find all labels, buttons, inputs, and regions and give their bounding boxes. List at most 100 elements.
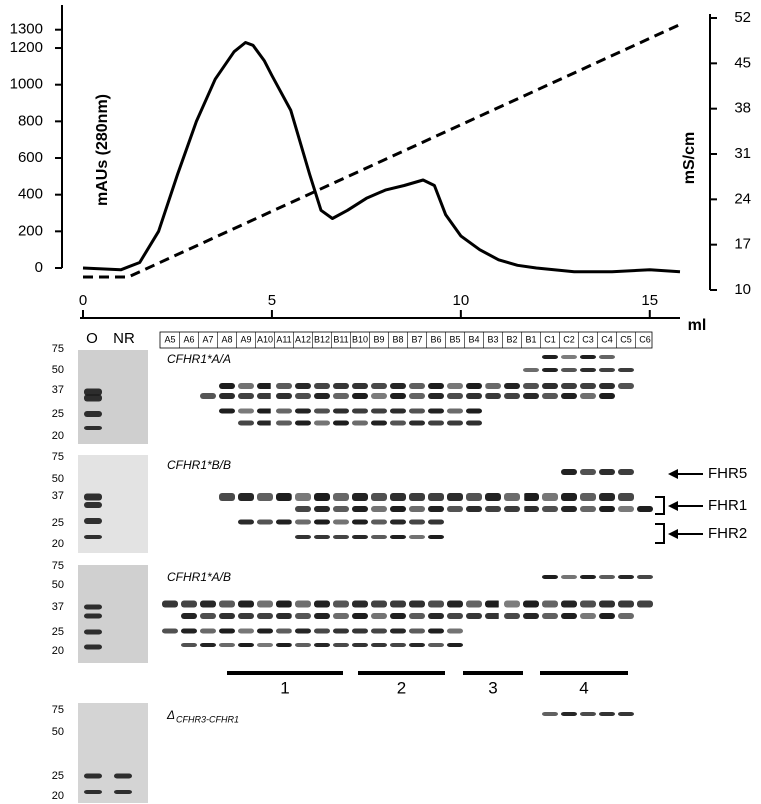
band <box>599 506 615 512</box>
band <box>561 575 577 579</box>
band <box>314 535 330 539</box>
band <box>162 600 178 608</box>
band <box>314 420 330 426</box>
band <box>447 393 463 399</box>
band <box>428 506 444 512</box>
band <box>428 393 444 399</box>
absorbance-line <box>82 41 681 274</box>
band <box>314 600 330 608</box>
band <box>219 613 235 619</box>
band <box>238 613 254 619</box>
band <box>371 643 387 647</box>
band <box>637 575 653 579</box>
band <box>295 493 311 501</box>
band <box>276 383 292 389</box>
x-tick-label: 5 <box>268 292 276 309</box>
y-tick-label: 1200 <box>10 39 43 56</box>
band <box>618 469 634 475</box>
mw-marker: 50 <box>52 726 64 738</box>
band <box>409 506 425 512</box>
band <box>618 712 634 716</box>
lane-label: A11 <box>276 334 291 344</box>
band <box>257 493 273 501</box>
band <box>561 393 577 399</box>
band <box>200 643 216 647</box>
band <box>371 393 387 399</box>
band <box>295 535 311 539</box>
mw-marker: 75 <box>52 704 64 716</box>
band <box>428 535 444 539</box>
band <box>84 773 102 779</box>
band <box>371 519 387 525</box>
band <box>561 469 577 475</box>
band <box>390 420 406 426</box>
mw-marker: 75 <box>52 451 64 463</box>
band <box>238 393 254 399</box>
band <box>352 628 368 634</box>
band <box>542 600 558 608</box>
band <box>276 613 292 619</box>
band <box>580 383 596 389</box>
band <box>238 408 254 414</box>
band <box>523 613 539 619</box>
lane-label: B4 <box>468 334 479 344</box>
lane-label: A8 <box>221 334 232 344</box>
band <box>257 383 273 389</box>
mw-marker: 20 <box>52 538 64 550</box>
lane-label: A10 <box>257 334 273 344</box>
band <box>561 355 577 359</box>
y2-tick-label: 52 <box>734 9 751 26</box>
band <box>84 644 102 650</box>
band <box>409 393 425 399</box>
band <box>371 383 387 389</box>
band <box>580 613 596 619</box>
band <box>485 383 501 389</box>
y-axis-label: mAUs (280nm) <box>94 94 111 206</box>
lane-label: C6 <box>639 334 651 344</box>
band <box>561 383 577 389</box>
band <box>409 600 425 608</box>
band <box>257 613 273 619</box>
band <box>428 643 444 647</box>
band <box>84 394 102 402</box>
panel-title: CFHR1*A/A <box>167 352 231 366</box>
band <box>200 393 216 399</box>
band <box>352 535 368 539</box>
band <box>561 600 577 608</box>
band <box>466 493 482 501</box>
lane-label: B7 <box>411 334 422 344</box>
band <box>390 628 406 634</box>
panel-title: CFHR1*B/B <box>167 458 231 472</box>
band <box>314 383 330 389</box>
x-tick-label: 0 <box>79 292 87 309</box>
lane-label: B2 <box>506 334 517 344</box>
band <box>352 613 368 619</box>
band <box>618 613 634 619</box>
band <box>561 493 577 501</box>
lane-label: C3 <box>582 334 594 344</box>
mw-marker: 25 <box>52 770 64 782</box>
lane-label: C4 <box>601 334 613 344</box>
band <box>257 600 273 608</box>
band <box>257 519 273 525</box>
band <box>390 535 406 539</box>
band <box>504 600 520 608</box>
band <box>352 600 368 608</box>
mw-marker: 50 <box>52 579 64 591</box>
band <box>580 493 596 501</box>
band <box>523 493 539 501</box>
band <box>333 600 349 608</box>
y2-tick-label: 17 <box>734 236 751 253</box>
band <box>295 408 311 414</box>
band <box>276 420 292 426</box>
band <box>466 420 482 426</box>
band <box>485 613 501 619</box>
band <box>637 506 653 512</box>
band <box>333 628 349 634</box>
band <box>352 493 368 501</box>
band <box>466 383 482 389</box>
band <box>523 600 539 608</box>
conductivity-line <box>83 23 681 279</box>
band <box>276 643 292 647</box>
